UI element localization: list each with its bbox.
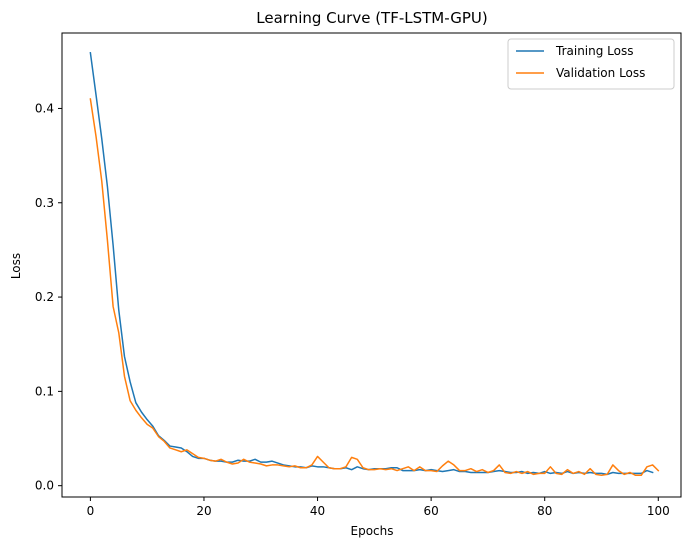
legend-label: Validation Loss	[556, 66, 645, 80]
x-tick-label: 80	[537, 504, 552, 518]
x-tick-label: 20	[196, 504, 211, 518]
x-tick-label: 0	[87, 504, 95, 518]
x-axis-label: Epochs	[351, 524, 394, 538]
series-lines	[89, 51, 660, 477]
y-tick-label: 0.3	[35, 196, 54, 210]
x-tick-label: 100	[647, 504, 670, 518]
y-tick-label: 0.2	[35, 290, 54, 304]
axis-ticks: 0 20 40 60 80 100 0.0 0.1 0.2 0.3 0.4	[35, 101, 670, 518]
legend-box	[507, 38, 675, 90]
series-line-validation-loss	[89, 98, 660, 477]
y-tick-label: 0.4	[35, 101, 54, 115]
y-axis-label: Loss	[9, 253, 23, 279]
chart-title: Learning Curve (TF-LSTM-GPU)	[256, 9, 487, 27]
y-tick-label: 0.0	[35, 479, 54, 493]
legend-label: Training Loss	[555, 44, 633, 58]
y-tick-label: 0.1	[35, 384, 54, 398]
x-tick-label: 40	[310, 504, 325, 518]
legend: Training Loss Validation Loss	[507, 38, 675, 90]
plot-frame	[61, 32, 682, 498]
x-tick-label: 60	[423, 504, 438, 518]
